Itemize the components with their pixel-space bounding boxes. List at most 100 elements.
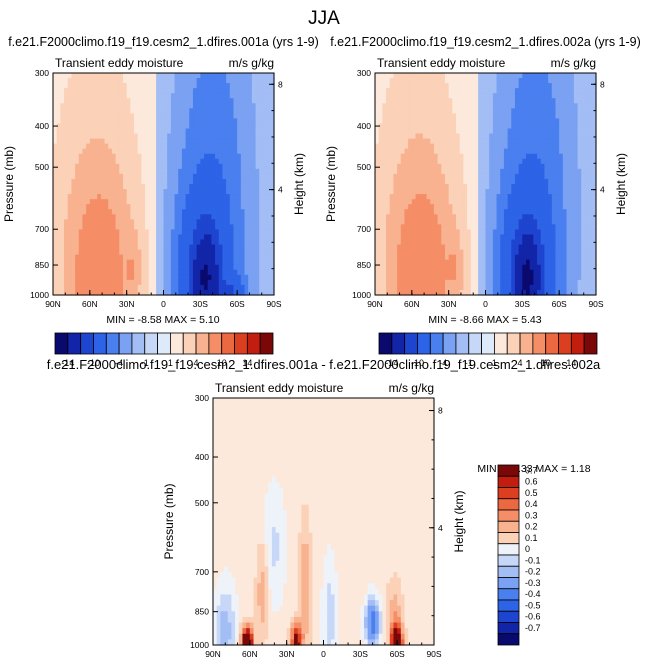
heatmap-cell — [104, 189, 109, 195]
heatmap-cell — [518, 234, 523, 241]
heatmap-cell — [163, 199, 168, 205]
heatmap-cell — [537, 194, 542, 200]
heatmap-cell — [108, 113, 113, 120]
heatmap-cell — [248, 163, 253, 170]
heatmap-cell — [503, 289, 509, 296]
heatmap-cell — [419, 148, 424, 155]
heatmap-cell — [437, 289, 442, 296]
heatmap-cell — [408, 209, 413, 215]
heatmap-cell — [89, 259, 95, 266]
heatmap-cell — [400, 289, 406, 296]
heatmap-cell — [478, 178, 483, 185]
heatmap-cell — [444, 113, 450, 120]
heatmap-cell — [93, 138, 98, 145]
heatmap-cell — [433, 168, 439, 175]
heatmap-cell — [71, 284, 76, 291]
heatmap-cell — [375, 289, 380, 296]
heatmap-cell — [137, 158, 142, 165]
heatmap-cell — [185, 224, 190, 231]
heatmap-cell — [192, 118, 198, 125]
heatmap-cell — [207, 88, 212, 94]
heatmap-cell — [226, 78, 231, 84]
heatmap-cell — [470, 133, 476, 140]
colorbar-label: 1 — [168, 358, 173, 368]
heatmap-cell — [559, 173, 564, 180]
heatmap-cell — [218, 269, 224, 276]
heatmap-cell — [178, 98, 183, 104]
heatmap-cell — [130, 244, 135, 251]
heatmap-cell — [152, 194, 157, 200]
heatmap-cell — [170, 279, 176, 286]
heatmap-cell — [115, 158, 120, 165]
heatmap-cell — [233, 224, 238, 231]
heatmap-cell — [170, 98, 176, 104]
heatmap-cell — [156, 163, 161, 170]
heatmap-cell — [540, 138, 546, 145]
heatmap-cell — [433, 269, 439, 276]
colorbar-label: 4 — [194, 358, 199, 368]
heatmap-cell — [485, 163, 490, 170]
heatmap-cell — [448, 173, 453, 180]
heatmap-cell — [408, 73, 413, 79]
heatmap-cell — [97, 118, 102, 125]
heatmap-cell — [89, 274, 95, 281]
heatmap-cell — [86, 284, 91, 291]
heatmap-cell — [544, 209, 549, 215]
heatmap-cell — [433, 204, 439, 210]
heatmap-cell — [181, 153, 187, 160]
heatmap-cell — [204, 128, 209, 135]
heatmap-cell — [181, 113, 187, 120]
heatmap-cell — [452, 153, 457, 160]
heatmap-cell — [196, 143, 201, 150]
heatmap-cell — [404, 229, 409, 236]
heatmap-cell — [163, 229, 168, 236]
heatmap-cell — [97, 289, 102, 296]
heatmap-cell — [163, 148, 168, 155]
heatmap-cell — [178, 73, 183, 79]
heatmap-cell — [452, 194, 457, 200]
heatmap-cell — [211, 194, 216, 200]
heatmap-cell — [262, 209, 268, 215]
heatmap-cell — [93, 259, 98, 266]
heatmap-cell — [93, 279, 98, 286]
heatmap-cell — [444, 229, 450, 236]
heatmap-cell — [100, 264, 106, 271]
heatmap-cell — [145, 239, 150, 246]
heatmap-cell — [148, 214, 154, 220]
heatmap-cell — [426, 224, 431, 231]
heatmap-cell — [448, 88, 453, 94]
heatmap-cell — [378, 118, 383, 125]
heatmap-cell — [526, 219, 531, 225]
heatmap-cell — [196, 264, 201, 271]
heatmap-cell — [181, 83, 187, 89]
heatmap-cell — [404, 163, 409, 170]
heatmap-cell — [408, 173, 413, 180]
heatmap-cell — [233, 83, 238, 89]
heatmap-cell — [266, 259, 271, 266]
heatmap-cell — [100, 229, 106, 236]
heatmap-cell — [492, 178, 498, 185]
heatmap-cell — [126, 88, 131, 94]
heatmap-cell — [375, 214, 380, 220]
heatmap-cell — [192, 108, 198, 114]
heatmap-cell — [382, 103, 387, 109]
heatmap-cell — [375, 194, 380, 200]
heatmap-cell — [397, 259, 402, 266]
heatmap-cell — [492, 138, 498, 145]
heatmap-cell — [555, 254, 560, 261]
heatmap-cell — [433, 199, 439, 205]
heatmap-cell — [411, 239, 417, 246]
heatmap-cell — [526, 274, 531, 281]
heatmap-cell — [78, 219, 84, 225]
heatmap-cell — [518, 189, 523, 195]
heatmap-cell — [255, 234, 260, 241]
heatmap-cell — [444, 199, 450, 205]
heatmap-cell — [108, 168, 113, 175]
heatmap-cell — [422, 249, 428, 256]
heatmap-cell — [185, 78, 190, 84]
heatmap-cell — [181, 274, 187, 281]
heatmap-cell — [548, 284, 553, 291]
heatmap-cell — [430, 178, 435, 185]
heatmap-cell — [375, 118, 380, 125]
heatmap-cell — [181, 264, 187, 271]
